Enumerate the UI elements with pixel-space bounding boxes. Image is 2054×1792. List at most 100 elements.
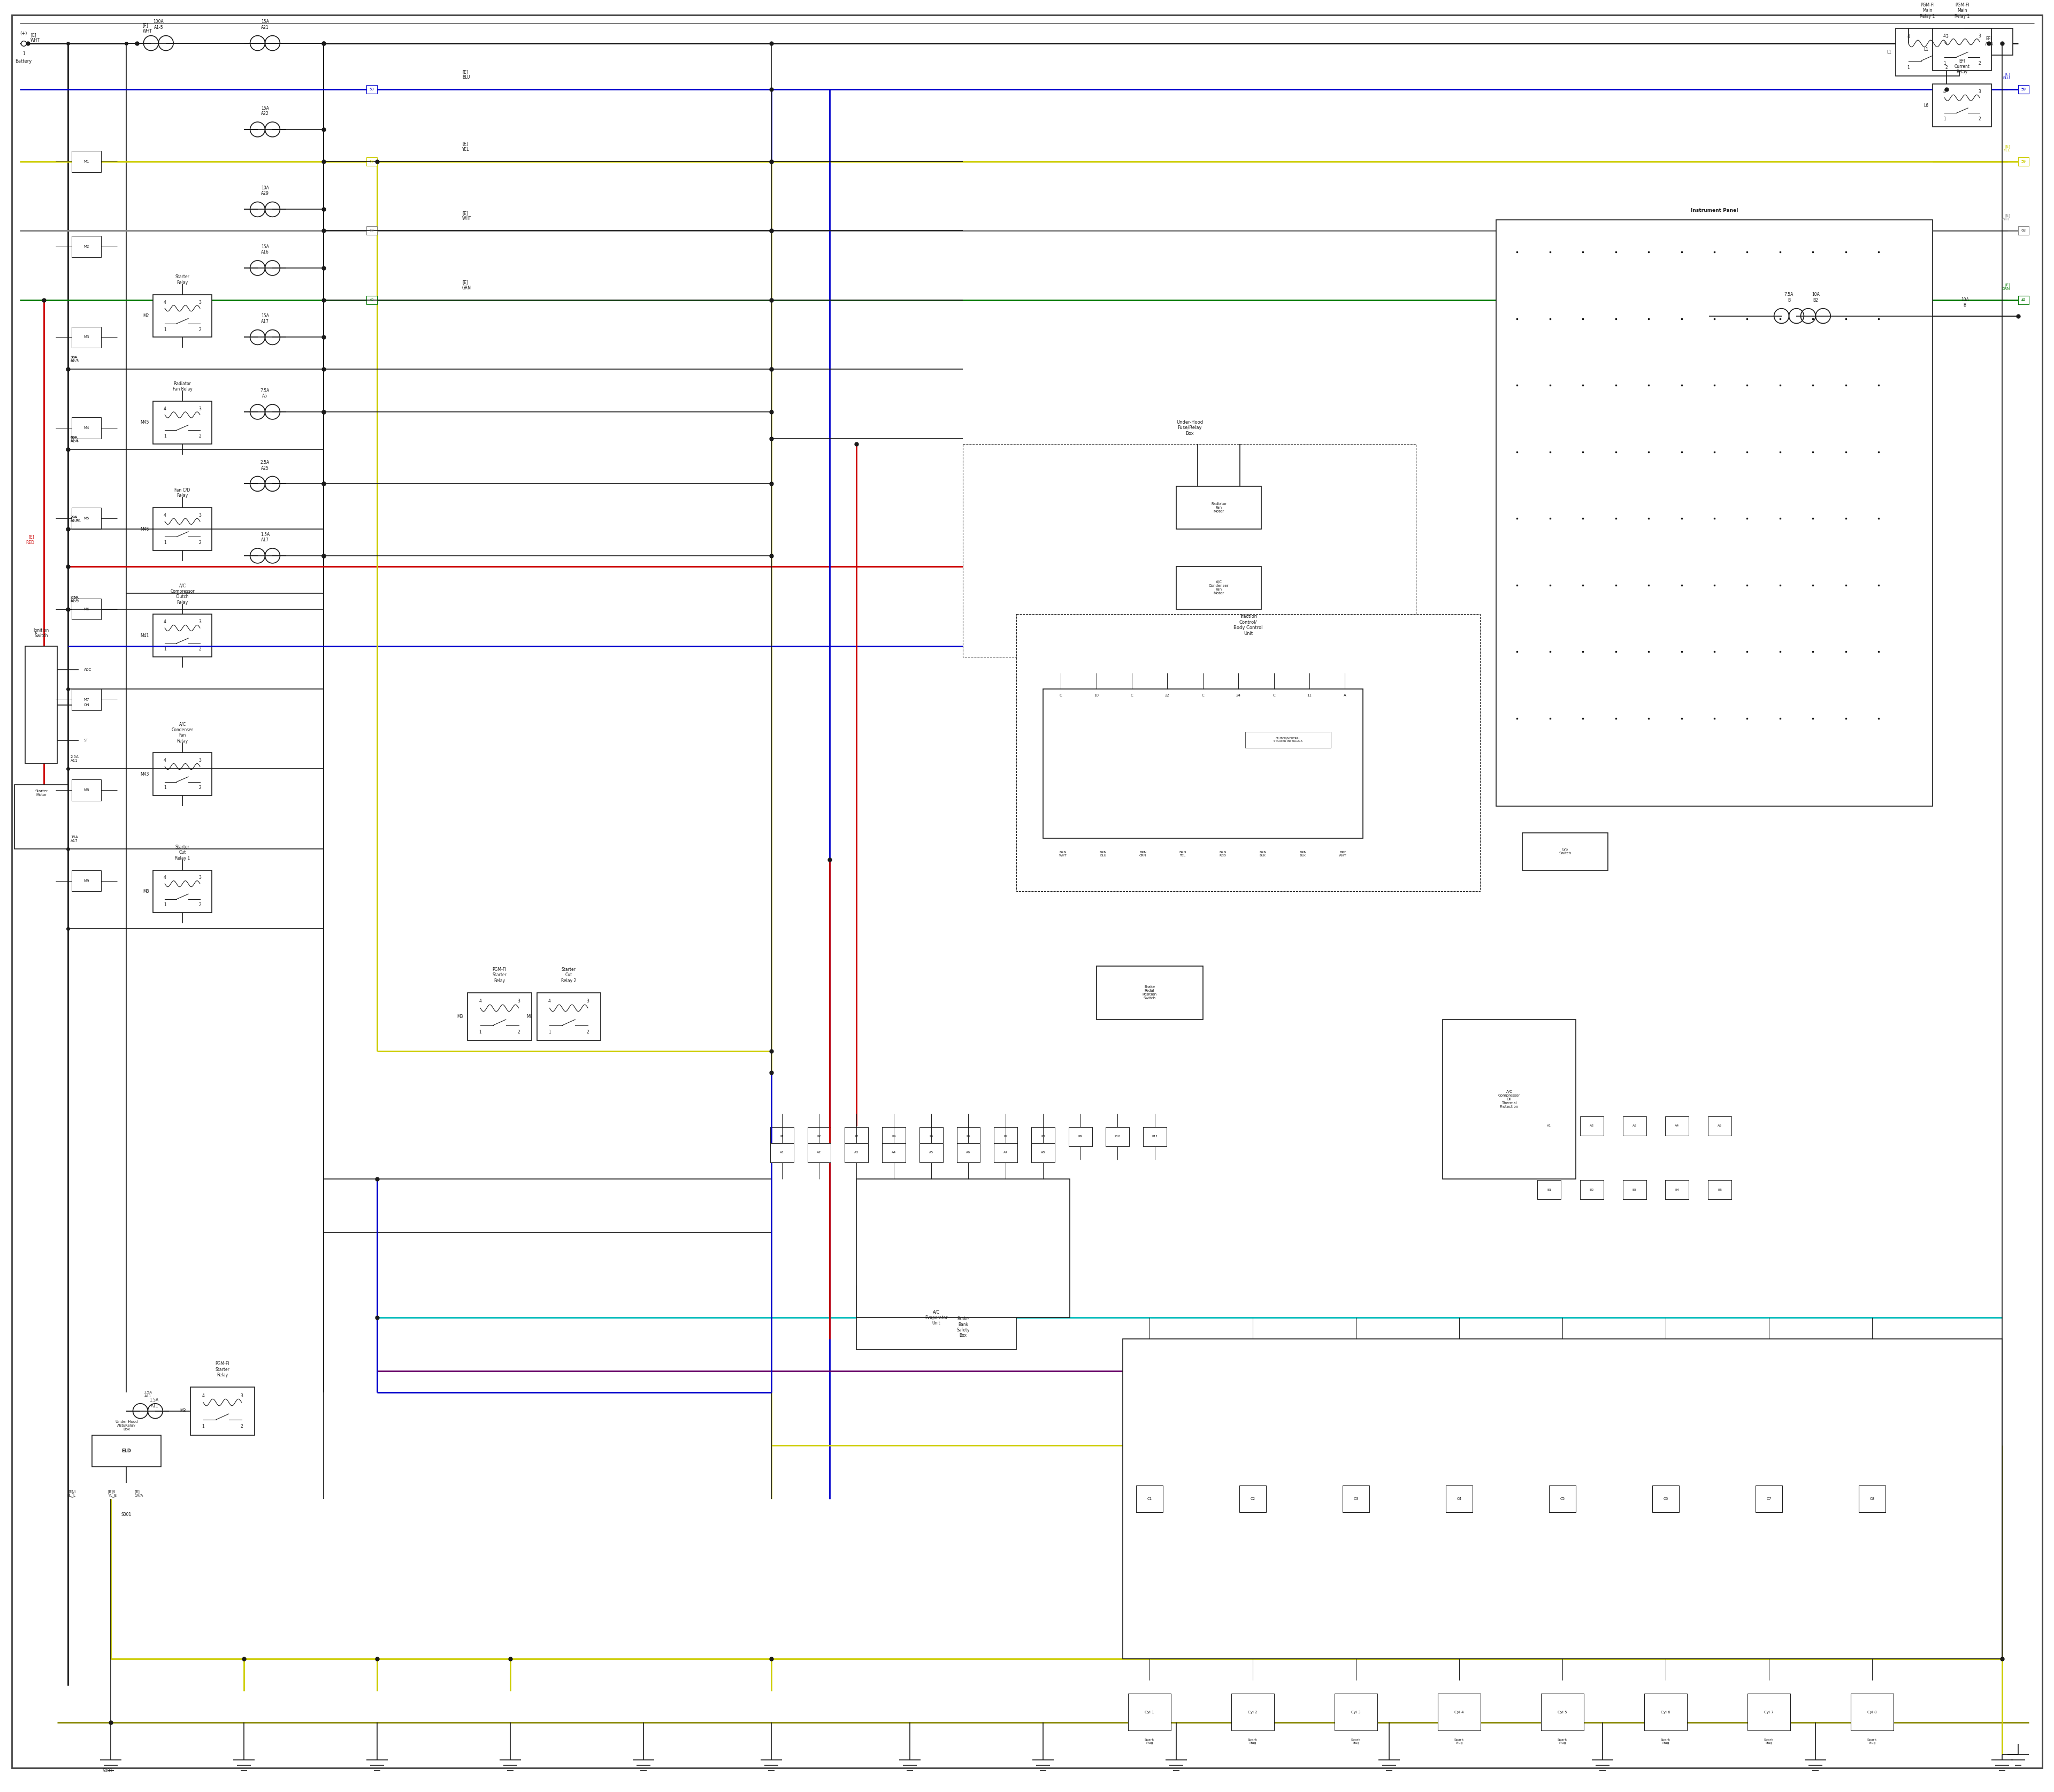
Bar [2019,158,2029,165]
Text: 11: 11 [1306,694,1313,697]
Text: A2: A2 [1590,1125,1594,1127]
Text: [E]
1A/A: [E] 1A/A [134,1489,144,1498]
Text: P10: P10 [1115,1134,1121,1138]
Text: S001: S001 [121,1512,131,1518]
Bar [994,1127,1017,1147]
Bar [154,507,212,550]
Text: C1: C1 [1146,1498,1152,1500]
Text: 42: 42 [2021,297,2025,301]
Text: P3: P3 [854,1134,859,1138]
Text: B5: B5 [1717,1188,1721,1192]
Text: P1: P1 [781,1134,785,1138]
Text: M6: M6 [84,607,88,611]
Bar [72,688,101,710]
Text: L6: L6 [1925,104,1929,108]
Text: 2: 2 [199,434,201,439]
Text: 3: 3 [518,998,520,1004]
Text: M41: M41 [140,633,148,638]
Text: 1: 1 [164,434,166,439]
Bar [1538,1116,1561,1136]
Text: M8: M8 [84,788,88,792]
Text: Cyl 1: Cyl 1 [1144,1711,1154,1713]
Text: PGM-FI
Main
Relay 1: PGM-FI Main Relay 1 [1920,2,1935,18]
Text: 2.5A
A11: 2.5A A11 [70,756,78,762]
Bar [881,1127,906,1147]
Text: Under Hood
ABS/Relay
Box: Under Hood ABS/Relay Box [115,1419,138,1430]
Text: BRN
RED: BRN RED [1220,851,1226,857]
Text: 24: 24 [1237,694,1241,697]
Text: 4: 4 [164,513,166,518]
Text: 59: 59 [2021,88,2025,91]
Bar [1645,1693,1686,1731]
Text: 68: 68 [2021,229,2025,233]
Text: C7: C7 [1766,1498,1771,1500]
Text: P6: P6 [965,1134,969,1138]
Bar [2019,86,2029,93]
Text: 3: 3 [1978,90,1980,95]
Text: BRY
WHT: BRY WHT [1339,851,1347,857]
Text: C5: C5 [1561,1498,1565,1500]
Bar [1136,1486,1163,1512]
Text: 59: 59 [370,159,374,163]
Text: P4: P4 [891,1134,896,1138]
Bar [1522,833,1608,871]
Bar [1495,220,1933,806]
Text: 59: 59 [2021,159,2025,163]
Text: Brake
Bank
Safety
Box: Brake Bank Safety Box [957,1317,969,1339]
Text: 3: 3 [199,407,201,412]
Bar [2019,296,2029,305]
Text: A5: A5 [1717,1125,1721,1127]
Text: 2: 2 [199,541,201,545]
Text: [E]
WHT: [E] WHT [31,32,41,43]
Bar [920,1127,943,1147]
Text: (+): (+) [21,30,27,36]
Text: 60A
A2-4: 60A A2-4 [70,435,80,443]
Text: 1.5A
A17: 1.5A A17 [261,532,269,543]
Text: M9: M9 [84,880,88,882]
Bar [366,86,378,93]
Text: [E]
BLU: [E] BLU [462,70,470,81]
Text: 1.5A
A11: 1.5A A11 [150,1398,158,1409]
Text: 1: 1 [164,328,166,332]
Text: 1: 1 [1943,116,1945,122]
Text: Cyl 6: Cyl 6 [1662,1711,1670,1713]
Text: 3: 3 [240,1392,242,1398]
Text: A/C
Compressor
Clutch
Relay: A/C Compressor Clutch Relay [170,582,195,604]
Text: Spark
Plug: Spark Plug [1454,1738,1465,1744]
Bar [1756,1486,1783,1512]
Bar [1031,1127,1054,1147]
Text: Under-Hood
Fuse/Relay
Box: Under-Hood Fuse/Relay Box [1177,419,1204,435]
Text: 1: 1 [164,541,166,545]
Text: S001: S001 [103,1769,113,1772]
Text: 4: 4 [164,407,166,412]
Bar [807,1127,832,1147]
Text: Cyl 5: Cyl 5 [1557,1711,1567,1713]
Bar [1177,566,1261,609]
Text: [E]
WHT: [E] WHT [462,211,472,220]
Bar [72,326,101,348]
Text: 4: 4 [164,620,166,624]
Bar [1896,29,1960,75]
Text: ON: ON [84,702,90,706]
Bar [963,444,1415,658]
Bar [2019,226,2029,235]
Bar [366,226,378,235]
Bar [1966,29,2013,56]
Text: A/C
Evaporator
Unit: A/C Evaporator Unit [924,1310,947,1326]
Text: 15A
A16: 15A A16 [261,244,269,254]
Bar [1666,1181,1688,1199]
Bar [1748,1693,1791,1731]
Text: 1: 1 [479,1030,481,1034]
Text: Starter
Cut
Relay 1: Starter Cut Relay 1 [175,844,191,860]
Text: EFI
Current
Relay: EFI Current Relay [1955,59,1970,75]
Bar [154,871,212,912]
Bar [72,418,101,439]
Text: Battery: Battery [14,59,33,65]
Bar [72,780,101,801]
Text: [E]
WHT: [E] WHT [142,23,152,34]
Bar [1128,1693,1171,1731]
Bar [1438,1693,1481,1731]
Text: 2: 2 [1945,65,1947,70]
Text: A4: A4 [891,1150,896,1154]
Text: CLUTCH/NEUTRAL
STARTER INTERLOCK: CLUTCH/NEUTRAL STARTER INTERLOCK [1273,737,1302,742]
